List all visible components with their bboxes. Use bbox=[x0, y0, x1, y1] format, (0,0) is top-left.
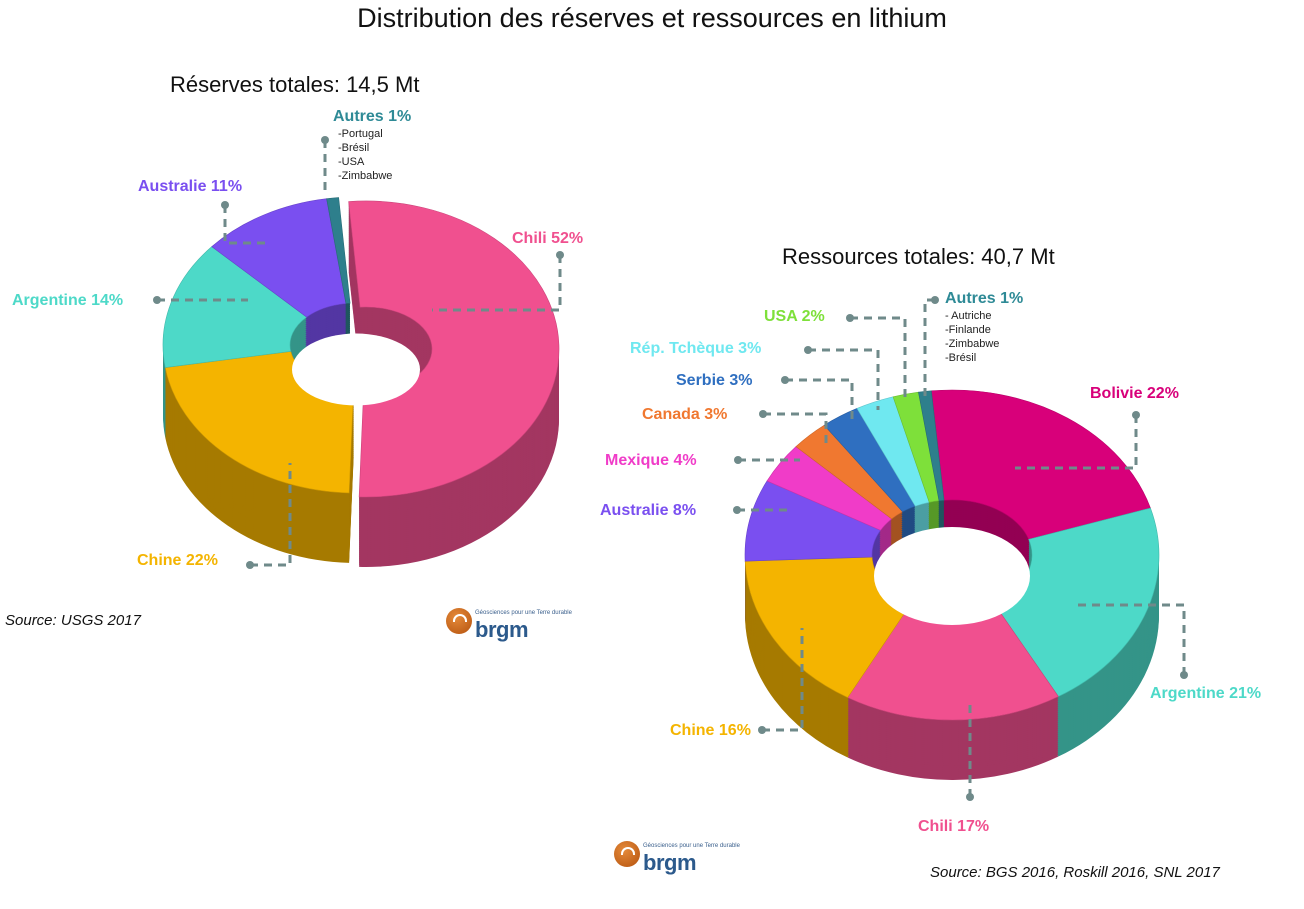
leader-dot bbox=[153, 296, 161, 304]
slice-chili bbox=[348, 200, 560, 498]
label-group-bolivie: Bolivie 22% bbox=[1090, 384, 1179, 403]
leader-dot bbox=[1180, 671, 1188, 679]
label-chine: Chine 16% bbox=[670, 722, 751, 739]
label-mexique: Mexique 4% bbox=[605, 452, 697, 469]
logo-name: brgm bbox=[643, 850, 696, 875]
slice-autres bbox=[918, 390, 945, 502]
donut-hole bbox=[874, 527, 1030, 625]
label-autres: Autres 1% bbox=[945, 290, 1024, 307]
leader-dot bbox=[804, 346, 812, 354]
label-group-australie: Australie 8% bbox=[600, 501, 696, 520]
leader-dot bbox=[781, 376, 789, 384]
leader-line bbox=[808, 348, 880, 410]
label-bolivie: Bolivie 22% bbox=[1090, 385, 1179, 402]
donut-hole bbox=[292, 333, 420, 406]
leader-dot bbox=[321, 136, 329, 144]
autres-country-list: -Portugal -Brésil -USA -Zimbabwe bbox=[338, 127, 392, 183]
reserves-source: Source: USGS 2017 bbox=[5, 612, 141, 629]
leader-dot bbox=[846, 314, 854, 322]
slice-argentine bbox=[162, 246, 308, 368]
leader-dot bbox=[966, 793, 974, 801]
label-group-australie: Australie 11% bbox=[138, 177, 242, 196]
autres-country: - Autriche bbox=[945, 310, 992, 322]
logo-tagline: Géosciences pour une Terre durable bbox=[475, 610, 572, 616]
leader-line bbox=[923, 298, 935, 400]
label-group-chine: Chine 22% bbox=[137, 551, 218, 570]
label-group-serbie: Serbie 3% bbox=[676, 371, 752, 390]
logo-tagline: Géosciences pour une Terre durable bbox=[643, 843, 740, 849]
label-serbie: Serbie 3% bbox=[676, 372, 753, 389]
label-australie: Australie 11% bbox=[138, 178, 243, 195]
label-group-usa: USA 2% bbox=[764, 307, 825, 326]
slice-bolivie bbox=[931, 389, 1151, 540]
label-group-autres: Autres 1% - Autriche -Finlande -Zimbabwe -Br… bbox=[945, 289, 1023, 365]
leader-dot bbox=[734, 456, 742, 464]
label-group-chine: Chine 16% bbox=[670, 721, 751, 740]
label-group-mexique: Mexique 4% bbox=[605, 451, 697, 470]
label-chine: Chine 22% bbox=[137, 552, 218, 569]
label-group-canada: Canada 3% bbox=[642, 405, 727, 424]
label-usa: USA 2% bbox=[764, 308, 825, 325]
label-australie: Australie 8% bbox=[600, 502, 697, 519]
resources-source: Source: BGS 2016, Roskill 2016, SNL 2017 bbox=[930, 864, 1220, 881]
leader-line bbox=[1076, 603, 1186, 675]
main-title: Distribution des réserves et ressources … bbox=[357, 3, 947, 33]
leader-dot bbox=[759, 410, 767, 418]
label-group-chili: Chili 17% bbox=[918, 817, 989, 836]
autres-country: -Zimbabwe bbox=[338, 170, 393, 182]
autres-country-list: - Autriche -Finlande -Zimbabwe -Brésil bbox=[945, 309, 999, 365]
reserves-title: Réserves totales: 14,5 Mt bbox=[170, 72, 420, 97]
autres-country: -USA bbox=[338, 156, 365, 168]
resources-title: Ressources totales: 40,7 Mt bbox=[782, 244, 1055, 269]
brgm-logo: Géosciences pour une Terre durable brgm bbox=[446, 608, 572, 641]
slice-argentine bbox=[992, 507, 1160, 697]
label-argentine: Argentine 14% bbox=[12, 292, 124, 309]
autres-country: -Portugal bbox=[338, 128, 383, 140]
leader-dot bbox=[733, 506, 741, 514]
label-group-r-p-tch-que: Rép. Tchèque 3% bbox=[630, 339, 761, 358]
leader-line bbox=[763, 412, 828, 445]
autres-country: -Brésil bbox=[338, 142, 370, 154]
slice-autres bbox=[326, 197, 351, 304]
label-chili: Chili 17% bbox=[918, 818, 990, 835]
label-r-p-tch-que: Rép. Tchèque 3% bbox=[630, 340, 762, 357]
leader-dot bbox=[758, 726, 766, 734]
leader-dot bbox=[556, 251, 564, 259]
label-canada: Canada 3% bbox=[642, 406, 728, 423]
slice-australie bbox=[211, 198, 347, 318]
brgm-logo-icon bbox=[614, 841, 640, 867]
logo-name: brgm bbox=[475, 617, 528, 642]
autres-country: -Finlande bbox=[945, 324, 991, 336]
leader-dot bbox=[1132, 411, 1140, 419]
autres-country: -Brésil bbox=[945, 352, 977, 364]
label-group-autres: Autres 1% -Portugal -Brésil -USA -Zimbabwe bbox=[333, 107, 411, 183]
brgm-logo-2: Géosciences pour une Terre durable brgm bbox=[614, 841, 740, 874]
leader-dot bbox=[221, 201, 229, 209]
brgm-logo-icon bbox=[446, 608, 472, 634]
leader-dot bbox=[246, 561, 254, 569]
leader-line bbox=[850, 316, 907, 400]
label-group-argentine: Argentine 21% bbox=[1150, 684, 1261, 703]
label-autres: Autres 1% bbox=[333, 108, 412, 125]
label-group-chili: Chili 52% bbox=[512, 229, 583, 248]
leader-dot bbox=[931, 296, 939, 304]
label-group-argentine: Argentine 14% bbox=[12, 291, 123, 310]
leader-line bbox=[1015, 415, 1138, 470]
label-argentine: Argentine 21% bbox=[1150, 685, 1262, 702]
leader-line bbox=[432, 255, 562, 312]
autres-country: -Zimbabwe bbox=[945, 338, 1000, 350]
label-chili: Chili 52% bbox=[512, 230, 584, 247]
